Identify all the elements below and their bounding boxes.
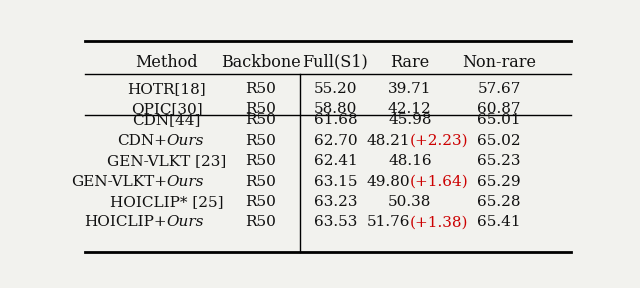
Text: R50: R50 (246, 102, 276, 116)
Text: 65.01: 65.01 (477, 113, 521, 127)
Text: 50.38: 50.38 (388, 195, 431, 209)
Text: R50: R50 (246, 134, 276, 148)
Text: 65.23: 65.23 (477, 154, 521, 168)
Text: 65.02: 65.02 (477, 134, 521, 148)
Text: CDN+: CDN+ (117, 134, 167, 148)
Text: GEN-VLKT [23]: GEN-VLKT [23] (107, 154, 227, 168)
Text: R50: R50 (246, 215, 276, 229)
Text: 63.23: 63.23 (314, 195, 357, 209)
Text: 60.87: 60.87 (477, 102, 521, 116)
Text: 63.15: 63.15 (314, 175, 357, 189)
Text: 57.67: 57.67 (477, 82, 521, 96)
Text: 42.12: 42.12 (388, 102, 432, 116)
Text: R50: R50 (246, 82, 276, 96)
Text: 65.41: 65.41 (477, 215, 521, 229)
Text: R50: R50 (246, 154, 276, 168)
Text: Backbone: Backbone (221, 54, 301, 71)
Text: Rare: Rare (390, 54, 429, 71)
Text: Ours: Ours (167, 215, 204, 229)
Text: 58.80: 58.80 (314, 102, 357, 116)
Text: GEN-VLKT+: GEN-VLKT+ (71, 175, 167, 189)
Text: HOICLIP+: HOICLIP+ (84, 215, 167, 229)
Text: 65.29: 65.29 (477, 175, 521, 189)
Text: 48.16: 48.16 (388, 154, 431, 168)
Text: 55.20: 55.20 (314, 82, 357, 96)
Text: R50: R50 (246, 195, 276, 209)
Text: 45.98: 45.98 (388, 113, 431, 127)
Text: 61.68: 61.68 (314, 113, 357, 127)
Text: Ours: Ours (167, 175, 204, 189)
Text: 49.80: 49.80 (366, 175, 410, 189)
Text: 51.76: 51.76 (366, 215, 410, 229)
Text: Full(S1): Full(S1) (303, 54, 368, 71)
Text: (+1.38): (+1.38) (410, 215, 468, 229)
Text: HOICLIP* [25]: HOICLIP* [25] (110, 195, 223, 209)
Text: R50: R50 (246, 113, 276, 127)
Text: HOTR[18]: HOTR[18] (127, 82, 206, 96)
Text: (+2.23): (+2.23) (410, 134, 468, 148)
Text: 48.21: 48.21 (366, 134, 410, 148)
Text: 63.53: 63.53 (314, 215, 357, 229)
Text: Non-rare: Non-rare (462, 54, 536, 71)
Text: R50: R50 (246, 175, 276, 189)
Text: (+1.64): (+1.64) (410, 175, 468, 189)
Text: 39.71: 39.71 (388, 82, 431, 96)
Text: 62.41: 62.41 (314, 154, 357, 168)
Text: 62.70: 62.70 (314, 134, 357, 148)
Text: CDN[44]: CDN[44] (132, 113, 201, 127)
Text: 65.28: 65.28 (477, 195, 521, 209)
Text: Ours: Ours (167, 134, 204, 148)
Text: QPIC[30]: QPIC[30] (131, 102, 203, 116)
Text: Method: Method (136, 54, 198, 71)
